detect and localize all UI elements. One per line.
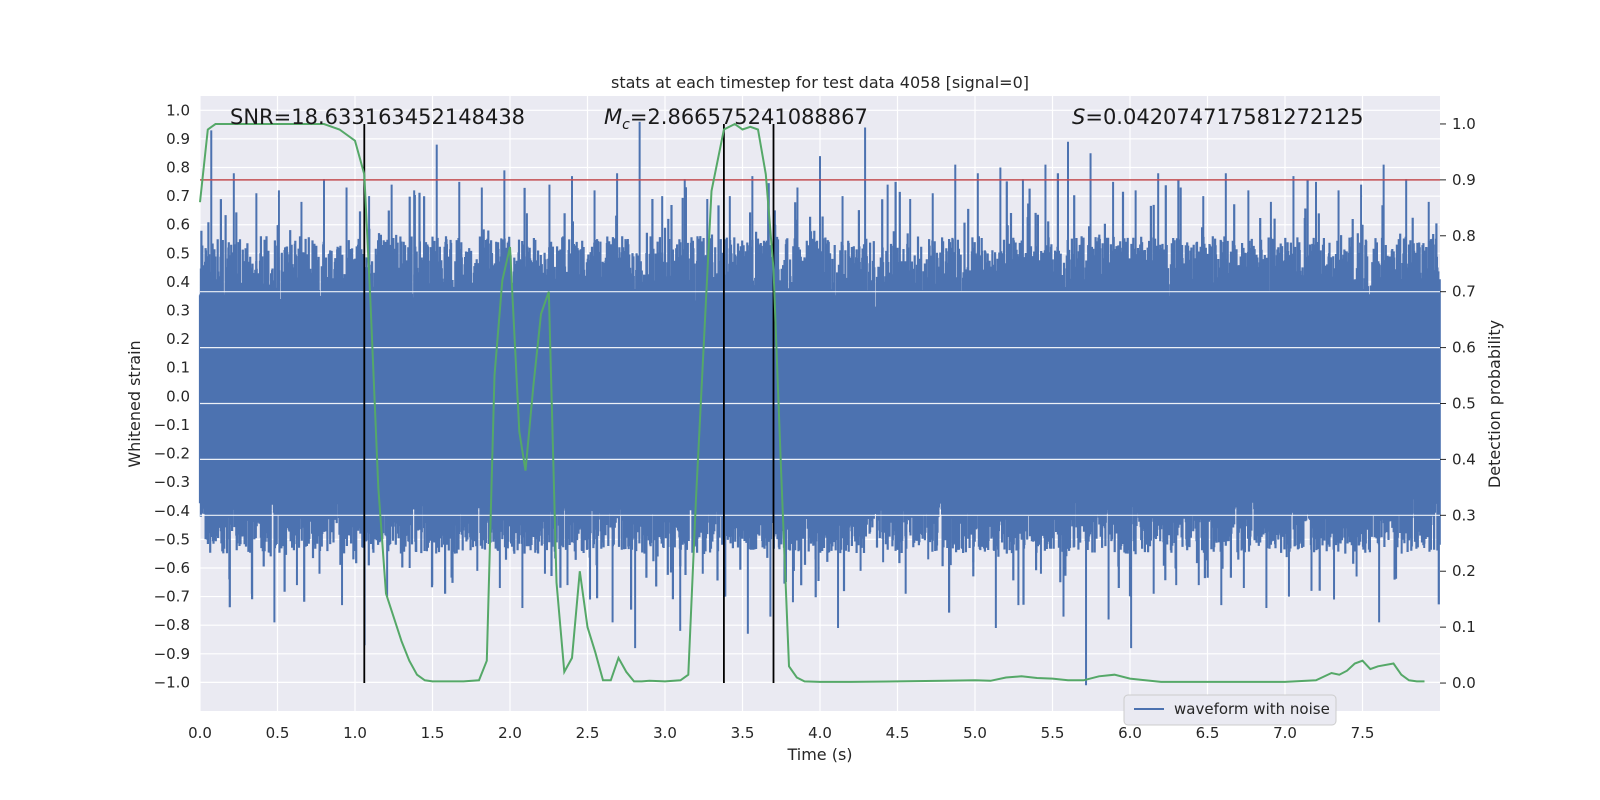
y-tick-label: −0.9: [154, 645, 190, 663]
x-tick-label: 4.5: [886, 724, 910, 742]
y-axis-label: Whitened strain: [125, 340, 144, 467]
y-tick-label: 0.6: [166, 216, 190, 234]
x-tick-label: 7.5: [1351, 724, 1375, 742]
y2-tick-label: 0.1: [1452, 618, 1476, 636]
y-tick-label: 0.2: [166, 330, 190, 348]
y-tick-label: 0.4: [166, 273, 190, 291]
y-tick-label: −0.4: [154, 502, 190, 520]
s-value: =0.042074717581272125: [1085, 105, 1363, 129]
chirp-mass-value: =2.866575241088867: [630, 105, 868, 129]
y-tick-label: 0.5: [166, 244, 190, 262]
x-tick-label: 5.5: [1041, 724, 1065, 742]
y-tick-label: −0.2: [154, 445, 190, 463]
tick-labels: 0.0 0.5 1.0 1.5 2.0 2.5 3.0 3.5 4.0 4.5 5.0 5.5 6.0 6…: [154, 101, 1476, 742]
y-tick-label: −0.3: [154, 473, 190, 491]
x-tick-label: 4.0: [808, 724, 832, 742]
waveform-series: [198, 121, 1441, 686]
y-tick-label: 0.1: [166, 359, 190, 377]
y-tick-label: 0.8: [166, 159, 190, 177]
y-tick-label: −1.0: [154, 673, 190, 691]
y-tick-label: −0.8: [154, 616, 190, 634]
x-tick-label: 2.5: [576, 724, 600, 742]
snr-annotation: SNR=18.633163452148438: [230, 105, 525, 129]
y2-tick-label: 1.0: [1452, 115, 1476, 133]
y-tick-label: 1.0: [166, 101, 190, 119]
y-tick-label: −0.7: [154, 588, 190, 606]
y2-tick-label: 0.4: [1452, 450, 1476, 468]
x-tick-label: 5.0: [963, 724, 987, 742]
s-symbol: S: [1072, 105, 1085, 129]
y2-tick-label: 0.0: [1452, 674, 1476, 692]
legend: waveform with noise: [1123, 694, 1337, 726]
x-tick-label: 1.5: [421, 724, 445, 742]
legend-label: waveform with noise: [1174, 700, 1330, 718]
y2-tick-label: 0.2: [1452, 562, 1476, 580]
x-tick-label: 3.5: [731, 724, 755, 742]
chart-title: stats at each timestep for test data 405…: [611, 73, 1029, 92]
y-tick-label: −0.1: [154, 416, 190, 434]
x-tick-label: 2.0: [498, 724, 522, 742]
y2-tick-label: 0.5: [1452, 395, 1476, 413]
y-tick-label: −0.5: [154, 530, 190, 548]
x-tick-label: 1.0: [343, 724, 367, 742]
x-tick-label: 0.5: [266, 724, 290, 742]
probability-series: [199, 122, 1425, 683]
probability-line: [199, 122, 1425, 683]
y-tick-label: 0.7: [166, 187, 190, 205]
chirp-mass-symbol: M: [604, 105, 622, 129]
y-tick-label: 0.0: [166, 387, 190, 405]
y-tick-label: −0.6: [154, 559, 190, 577]
s-annotation: S=0.042074717581272125: [1072, 105, 1363, 129]
y2-tick-label: 0.8: [1452, 227, 1476, 245]
legend-box: [1123, 694, 1337, 726]
x-tick-label: 6.5: [1196, 724, 1220, 742]
chirp-mass-subscript: c: [622, 117, 630, 133]
y-tick-label: 0.9: [166, 130, 190, 148]
y2-tick-label: 0.9: [1452, 171, 1476, 189]
chirp-mass-annotation: Mc=2.866575241088867: [604, 105, 868, 133]
x-tick-label: 3.0: [653, 724, 677, 742]
overlay-lines: [200, 123, 1440, 684]
x-tick-label: 6.0: [1118, 724, 1142, 742]
y2-tick-label: 0.7: [1452, 283, 1476, 301]
x-tick-label: 7.0: [1273, 724, 1297, 742]
y2-axis-label: Detection probability: [1485, 320, 1504, 488]
y2-tick-label: 0.3: [1452, 506, 1476, 524]
y2-tick-label: 0.6: [1452, 339, 1476, 357]
y-tick-label: 0.3: [166, 302, 190, 320]
waveform-line: [198, 173, 1441, 613]
x-tick-label: 0.0: [188, 724, 212, 742]
x-axis-label: Time (s): [786, 745, 852, 764]
